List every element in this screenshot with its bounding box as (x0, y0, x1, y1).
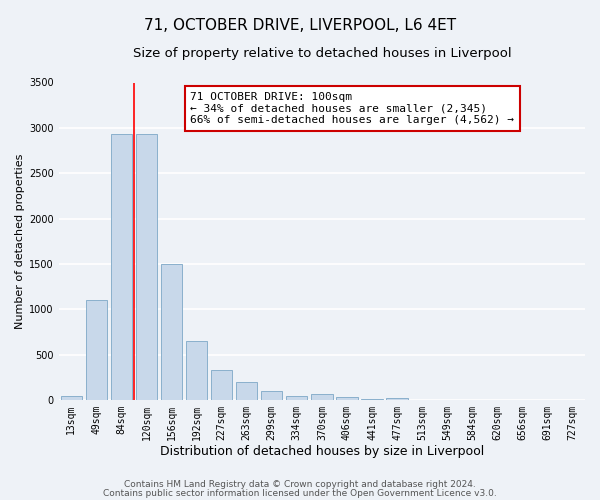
Text: 71, OCTOBER DRIVE, LIVERPOOL, L6 4ET: 71, OCTOBER DRIVE, LIVERPOOL, L6 4ET (144, 18, 456, 32)
Bar (211, 370, 232, 400)
Bar (386, 398, 408, 400)
Bar (111, 134, 132, 400)
Text: Contains public sector information licensed under the Open Government Licence v3: Contains public sector information licen… (103, 488, 497, 498)
Bar (136, 134, 157, 400)
Bar (311, 394, 332, 400)
Bar (186, 341, 207, 400)
Bar (361, 399, 383, 400)
Bar (261, 391, 283, 400)
Text: 71 OCTOBER DRIVE: 100sqm
← 34% of detached houses are smaller (2,345)
66% of sem: 71 OCTOBER DRIVE: 100sqm ← 34% of detach… (190, 92, 514, 125)
Y-axis label: Number of detached properties: Number of detached properties (15, 154, 25, 329)
Bar (286, 396, 307, 400)
Bar (161, 264, 182, 400)
Bar (86, 300, 107, 400)
Bar (236, 382, 257, 400)
Bar (336, 397, 358, 400)
Bar (61, 396, 82, 400)
Title: Size of property relative to detached houses in Liverpool: Size of property relative to detached ho… (133, 48, 511, 60)
X-axis label: Distribution of detached houses by size in Liverpool: Distribution of detached houses by size … (160, 444, 484, 458)
Text: Contains HM Land Registry data © Crown copyright and database right 2024.: Contains HM Land Registry data © Crown c… (124, 480, 476, 489)
